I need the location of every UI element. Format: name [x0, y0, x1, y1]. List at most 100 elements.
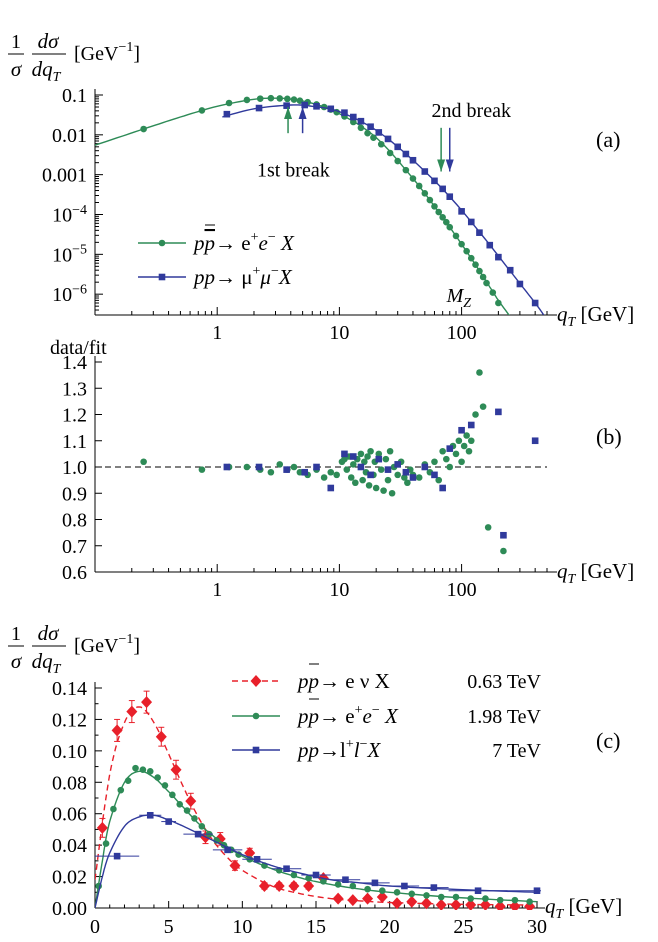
panel-b-point-ppbar-ee	[388, 489, 396, 497]
panel-b-x-tick-label: 100	[447, 579, 477, 601]
panel-b-point-ppbar-ee	[479, 403, 487, 410]
panel-c-point-ppbar-ee	[379, 887, 386, 895]
panel-c-y-tick-label: 0.12	[52, 709, 87, 731]
panel-b-point-ppbar-ee	[401, 474, 408, 481]
panel-c-point-ppbar-ee	[423, 892, 430, 899]
legend-marker	[250, 675, 262, 687]
panel-b-point-ppbar-ee	[439, 447, 446, 455]
panel-a-point-ppbar-ee	[256, 95, 264, 102]
panel-c-point-ppbar-ee	[467, 895, 475, 902]
panel-c-point-ppbar-ee	[183, 807, 191, 814]
panel-c-x-tick-label: 15	[306, 916, 326, 938]
panel-b-point-ppbar-ee	[343, 466, 351, 473]
panel-a-point-pp-mumu	[476, 229, 483, 236]
ylabel-unit: [GeV−1]	[74, 632, 140, 657]
panel-b-point-pp-mumu	[500, 531, 507, 539]
panel-c-point-ppbar-ee	[176, 800, 184, 808]
panel-b-point-ppbar-ee	[380, 487, 387, 494]
panel-a-point-pp-mumu	[458, 208, 465, 215]
panel-c-y-tick-label: 0.08	[52, 772, 87, 794]
panel-b-point-pp-mumu	[327, 484, 335, 492]
panel-b-point-ppbar-ee	[460, 442, 468, 450]
panel-a-point-ppbar-ee	[426, 196, 434, 204]
panel-a-label: (a)	[596, 127, 620, 152]
panel-c-point-ppbar-ee	[349, 882, 357, 890]
panel-a-point-ppbar-ee	[439, 214, 446, 221]
panel-b-point-pp-mumu	[402, 468, 410, 476]
panel-c-point-ppbar-ee	[124, 777, 132, 785]
panel-b-point-ppbar-ee	[465, 447, 473, 455]
panel-b-point-ppbar-ee	[198, 466, 206, 473]
panel-a-point-ppbar-ee	[431, 203, 438, 210]
panel-a-point-pp-mumu	[350, 113, 357, 121]
panel-a-y-tick-label: 10−6	[52, 283, 87, 307]
panel-a-point-pp-mumu	[439, 185, 446, 193]
legend-marker	[158, 239, 166, 247]
panel-b-point-ppbar-ee	[140, 458, 147, 466]
panel-b-point-pp-mumu	[313, 463, 320, 471]
panel-b-point-ppbar-ee	[365, 482, 373, 489]
panel-a-point-ppbar-ee	[476, 267, 483, 275]
panel-c-xlabel: qT [GeV]	[545, 894, 622, 922]
panel-a-point-pp-mumu	[431, 177, 438, 185]
panel-c-point-pp-ll	[430, 884, 438, 891]
legend-energy-ppbar-enu: 0.63 TeV	[467, 671, 541, 693]
panel-c-point-ppbar-ee	[482, 895, 489, 902]
panel-c-point-pp-ll	[146, 811, 154, 819]
panel-a-y-tick-label: 10−5	[52, 243, 87, 267]
panel-c-point-ppbar-ee	[169, 791, 176, 799]
panel-a-point-ppbar-ee	[446, 223, 454, 231]
panel-c-data	[95, 690, 541, 910]
panel-c-point-ppbar-enu	[406, 895, 418, 908]
panel-a-x-tick-label: 10	[329, 322, 349, 344]
panel-b-point-ppbar-ee	[347, 474, 355, 481]
panel-a-point-ppbar-ee	[489, 289, 497, 296]
panel-b-point-pp-mumu	[255, 463, 263, 471]
panel-a-point-pp-mumu	[313, 103, 320, 110]
panel-a-y-tick-label: 0.001	[42, 165, 87, 187]
panel-b-point-ppbar-ee	[377, 466, 385, 473]
panel-a-point-pp-mumu	[421, 168, 429, 175]
panel-a-point-ppbar-ee	[409, 175, 417, 182]
panel-b-point-ppbar-ee	[382, 455, 390, 463]
panel-c-point-ppbar-enu	[258, 880, 270, 892]
panel-c-point-ppbar-ee	[393, 888, 401, 896]
panel-b-point-ppbar-ee	[386, 447, 394, 455]
panel-b-point-ppbar-ee	[458, 458, 465, 466]
panel-b-point-pp-mumu	[357, 463, 365, 471]
panel-a-point-ppbar-ee	[350, 118, 357, 126]
panel-b-point-pp-mumu	[431, 471, 438, 479]
panel-c-point-ppbar-ee	[408, 890, 416, 898]
panel-c-point-ppbar-enu	[465, 898, 477, 910]
panel-c-point-ppbar-ee	[364, 885, 371, 893]
panel-c-point-pp-ll	[253, 855, 261, 863]
panel-c-point-ppbar-enu	[303, 880, 315, 892]
panel-b-point-pp-mumu	[394, 461, 401, 468]
panel-b-point-pp-mumu	[531, 437, 539, 445]
panel-c-point-ppbar-enu	[155, 730, 167, 743]
panel-c-point-ppbar-enu	[126, 705, 138, 718]
panel-c-point-ppbar-ee	[198, 822, 206, 830]
panel-a-annotation-mz: MZ	[446, 285, 472, 311]
legend-marker	[158, 273, 166, 281]
panel-c-label: (c)	[596, 728, 620, 753]
panel-b-y-tick-label: 1.1	[62, 431, 87, 453]
panel-c-point-ppbar-enu	[376, 891, 388, 903]
panel-a-point-pp-mumu	[516, 280, 524, 288]
ylabel-frac-top: 1	[11, 623, 21, 645]
panel-a-point-ppbar-ee	[386, 149, 394, 157]
panel-a-point-pp-mumu	[357, 117, 365, 125]
panel-a-annotation: 2nd break	[432, 100, 511, 122]
panel-c-y-tick-label: 0.14	[52, 678, 87, 700]
panel-b-point-ppbar-ee	[435, 476, 443, 484]
panel-c-point-ppbar-ee	[526, 898, 533, 906]
panel-b-point-ppbar-ee	[476, 369, 483, 376]
panel-c-point-ppbar-enu	[435, 898, 447, 910]
panel-a-point-pp-mumu	[402, 150, 410, 158]
panel-b-point-ppbar-ee	[404, 479, 411, 487]
panel-a-data	[95, 94, 545, 315]
panel-c-point-ppbar-enu	[450, 898, 462, 910]
panel-a-y-tick-label: 0.01	[52, 125, 87, 147]
panel-a-point-pp-mumu	[486, 241, 494, 249]
